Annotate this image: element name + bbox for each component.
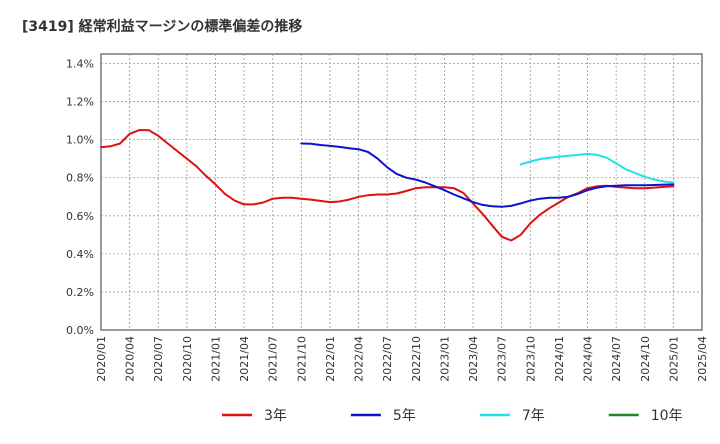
series-line [519, 152, 675, 184]
series-lines [100, 129, 675, 242]
y-tick-label: 0.2% [66, 286, 94, 299]
legend-label: 7年 [522, 408, 545, 424]
x-tick-label: 2020/10 [181, 336, 194, 382]
x-axis-tick-labels: 2020/01 2020/04 2020/07 2020/10 2021/01 2021/… [95, 336, 709, 382]
x-tick-label: 2022/10 [410, 336, 423, 382]
x-tick-label: 2020/04 [124, 336, 137, 382]
x-tick-label: 2024/10 [639, 336, 652, 382]
x-tick-label: 2025/04 [696, 336, 709, 382]
series-line [300, 142, 675, 208]
x-tick-label: 2023/10 [524, 336, 537, 382]
legend-label: 10年 [651, 408, 683, 424]
grid-lines [101, 54, 702, 330]
y-tick-label: 1.2% [66, 96, 94, 109]
x-tick-label: 2025/01 [667, 336, 680, 382]
y-axis-tick-labels: 0.0% 0.2% 0.4% 0.6% 0.8% 1.0% 1.2% 1.4% [66, 58, 94, 337]
x-tick-label: 2021/01 [209, 336, 222, 382]
y-tick-label: 0.4% [66, 248, 94, 261]
x-tick-label: 2024/01 [553, 336, 566, 382]
y-tick-label: 0.6% [66, 210, 94, 223]
chart-title: [3419] 経常利益マージンの標準偏差の推移 [22, 18, 302, 35]
legend-label: 5年 [393, 408, 416, 424]
legend: 3年 5年 7年 10年 [222, 408, 683, 424]
x-tick-label: 2020/01 [95, 336, 108, 382]
y-tick-label: 0.8% [66, 172, 94, 185]
legend-label: 3年 [264, 408, 287, 424]
x-tick-label: 2024/04 [582, 336, 595, 382]
x-tick-label: 2024/07 [610, 336, 623, 382]
x-tick-label: 2020/07 [152, 336, 165, 382]
y-tick-label: 1.4% [66, 58, 94, 71]
x-tick-label: 2022/04 [353, 336, 366, 382]
x-tick-label: 2021/07 [267, 336, 280, 382]
x-tick-label: 2021/10 [295, 336, 308, 382]
x-tick-label: 2021/04 [238, 336, 251, 382]
y-tick-label: 0.0% [66, 324, 94, 337]
x-tick-label: 2023/04 [467, 336, 480, 382]
x-tick-label: 2022/01 [324, 336, 337, 382]
x-tick-label: 2023/01 [438, 336, 451, 382]
x-tick-label: 2023/07 [496, 336, 509, 382]
y-tick-label: 1.0% [66, 134, 94, 147]
x-tick-label: 2022/07 [381, 336, 394, 382]
